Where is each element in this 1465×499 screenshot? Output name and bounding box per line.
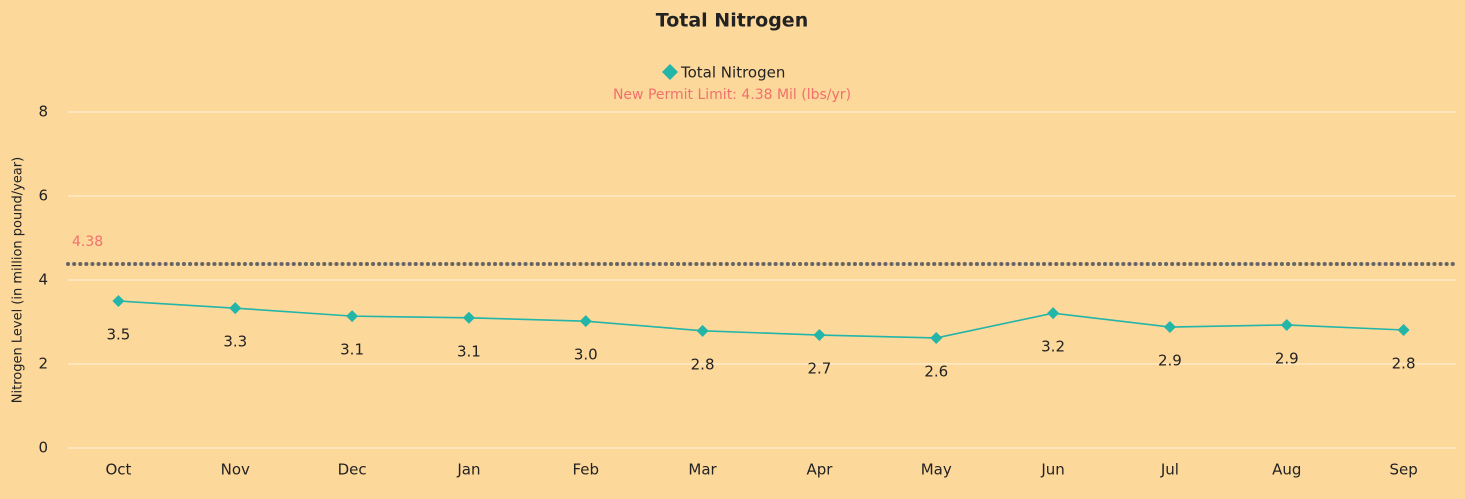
point-marker [696, 324, 709, 337]
point-marker [229, 302, 242, 315]
x-tick-label: Aug [1272, 461, 1301, 479]
data-label: 3.0 [574, 346, 598, 364]
y-tick-label: 4 [38, 271, 48, 289]
x-tick-label: Oct [105, 461, 131, 479]
point-marker [1280, 318, 1293, 331]
data-label: 3.2 [1041, 338, 1065, 356]
point-marker [930, 331, 943, 344]
data-label: 3.1 [457, 342, 481, 360]
data-label: 3.1 [340, 341, 364, 359]
x-tick-label: Jun [1040, 461, 1064, 479]
data-label: 2.9 [1158, 352, 1182, 370]
data-label: 3.5 [106, 326, 130, 344]
reference-annotation: New Permit Limit: 4.38 Mil (lbs/yr) [613, 87, 851, 103]
data-label: 2.9 [1275, 349, 1299, 367]
point-marker [1163, 321, 1176, 334]
legend-marker [662, 64, 678, 80]
data-label: 2.6 [924, 362, 948, 380]
x-tick-label: May [921, 461, 952, 479]
x-tick-label: Mar [688, 461, 717, 479]
y-axis-label: Nitrogen Level (in million pound/year) [11, 157, 26, 403]
x-tick-label: Apr [806, 461, 833, 479]
data-label: 3.3 [223, 333, 247, 351]
y-tick-label: 6 [38, 187, 48, 205]
data-label: 2.7 [807, 360, 831, 378]
point-marker [579, 315, 592, 328]
x-tick-label: Sep [1389, 461, 1417, 479]
x-tick-label: Jan [456, 461, 480, 479]
point-marker [1397, 323, 1410, 336]
x-tick-label: Feb [572, 461, 599, 479]
series-line [118, 300, 1404, 339]
point-marker [1047, 307, 1060, 320]
y-tick-label: 0 [38, 439, 48, 457]
point-marker [813, 329, 826, 342]
x-tick-label: Dec [338, 461, 367, 479]
reference-label: 4.38 [72, 234, 103, 250]
x-tick-label: Jul [1160, 461, 1179, 479]
x-tick-label: Nov [221, 461, 250, 479]
data-label: 2.8 [1392, 354, 1416, 372]
legend-label: Total Nitrogen [680, 64, 785, 82]
y-tick-label: 2 [38, 355, 48, 373]
point-marker [462, 311, 475, 324]
point-marker [346, 310, 359, 323]
y-tick-label: 8 [38, 103, 48, 121]
data-label: 2.8 [691, 355, 715, 373]
point-marker [112, 295, 125, 307]
chart-title: Total Nitrogen [656, 10, 808, 32]
